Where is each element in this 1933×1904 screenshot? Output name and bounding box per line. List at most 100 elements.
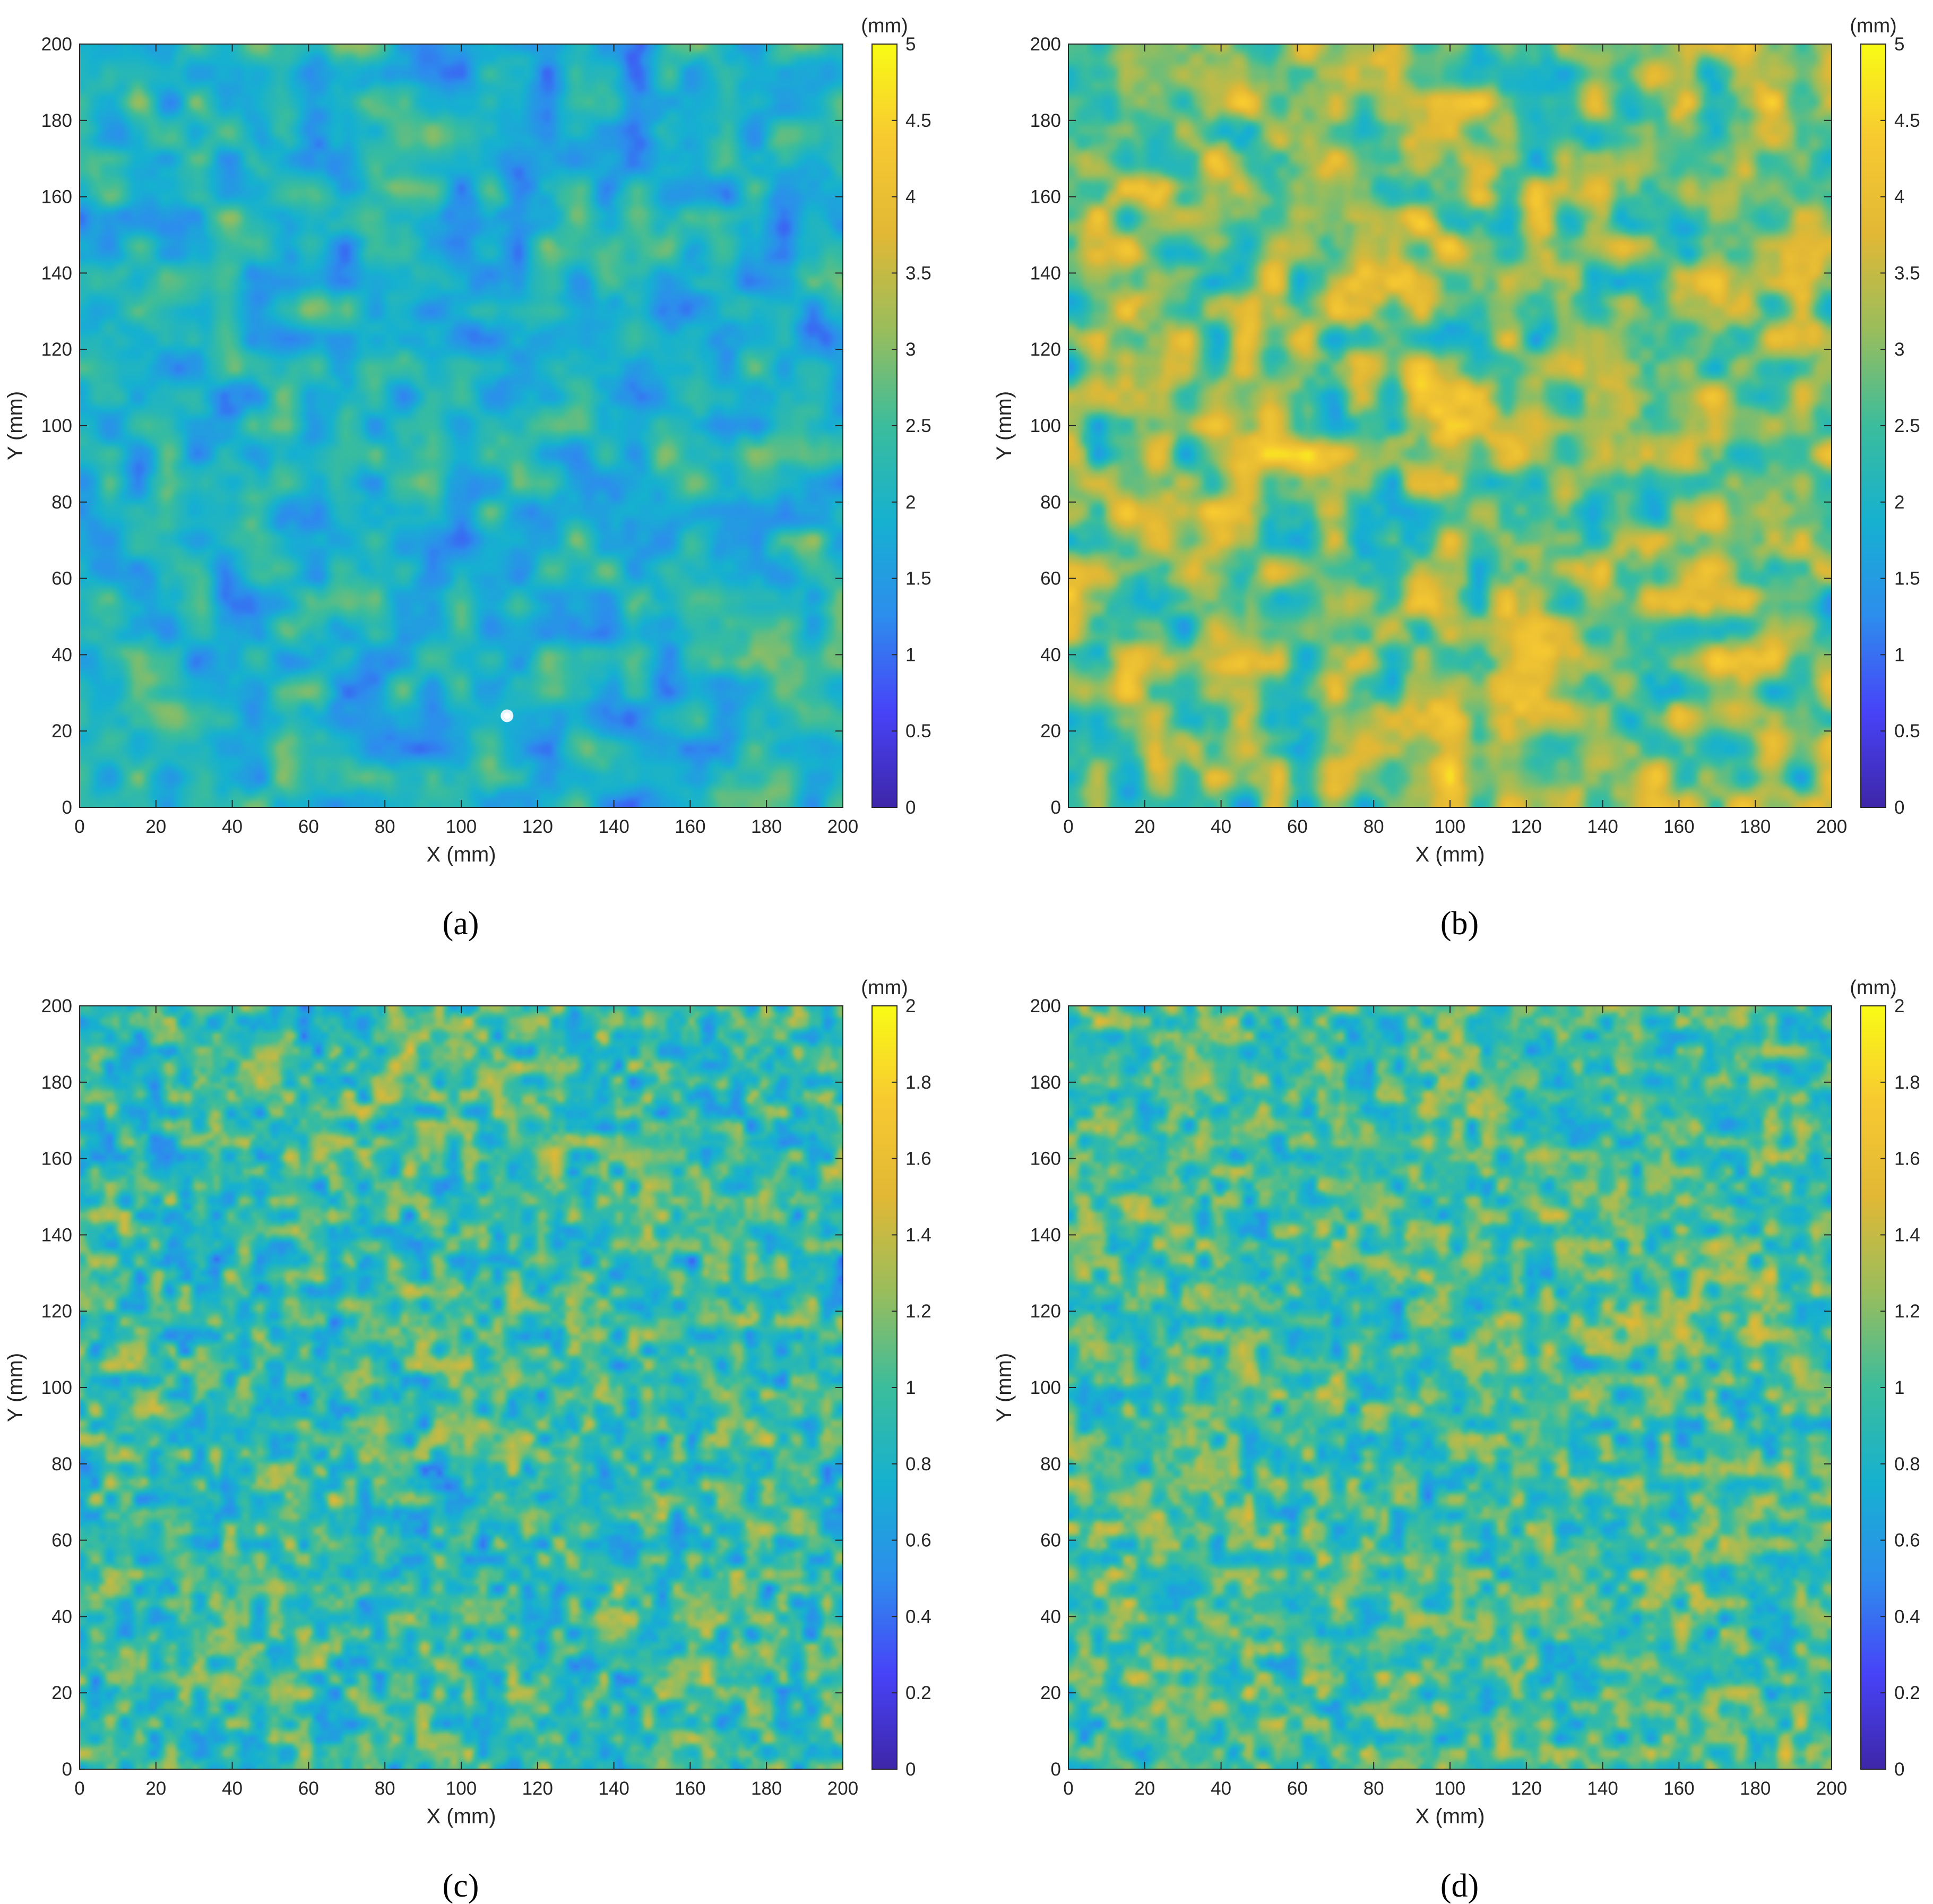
y-tick-label: 160	[41, 1149, 72, 1169]
x-tick-label: 60	[298, 816, 319, 837]
colorbar-tick-label: 2	[1894, 492, 1904, 513]
x-tick-label: 60	[298, 1778, 319, 1799]
y-tick-label: 120	[41, 1301, 72, 1322]
x-tick-label: 180	[1740, 1778, 1771, 1799]
y-tick-label: 0	[1051, 1759, 1061, 1780]
heatmap-image	[1068, 44, 1832, 807]
colorbar-tick-label: 1	[1894, 1377, 1904, 1398]
x-tick-label: 80	[1364, 816, 1384, 837]
x-tick-label: 160	[675, 816, 705, 837]
y-axis-label: Y (mm)	[4, 1353, 27, 1422]
colorbar-tick-label: 3.5	[905, 263, 931, 283]
y-tick-label: 0	[62, 1759, 72, 1780]
y-tick-label: 120	[1030, 339, 1061, 360]
colorbar-tick-label: 0.4	[905, 1606, 931, 1627]
colorbar-tick-label: 1.8	[905, 1072, 931, 1093]
panel-label: (b)	[1440, 906, 1479, 942]
colorbar-tick-label: 4.5	[905, 110, 931, 131]
colorbar-tick-label: 0.8	[905, 1454, 931, 1475]
y-tick-label: 120	[41, 339, 72, 360]
y-tick-label: 80	[51, 1454, 72, 1475]
panel-c: 0 20 40 60 80 100 120 140 160 180 2000204060801001…	[4, 977, 931, 1904]
x-tick-label: 200	[827, 1778, 858, 1799]
x-tick-label: 140	[598, 816, 629, 837]
colorbar-unit-label: (mm)	[861, 977, 908, 999]
colorbar: 0 0.2 0.4 0.6 0.8 1 1.2 1.4 1.6 1.8 2(mm)	[861, 977, 931, 1780]
colorbar-tick-label: 3.5	[1894, 263, 1920, 283]
colorbar-tick-label: 4	[1894, 187, 1904, 208]
y-tick-label: 0	[1051, 797, 1061, 818]
white-spot-core	[504, 712, 511, 719]
colorbar-tick-label: 0	[1894, 1759, 1904, 1780]
x-tick-label: 180	[1740, 816, 1771, 837]
colorbar-tick-label: 0.2	[905, 1683, 931, 1703]
x-tick-label: 120	[1511, 1778, 1542, 1799]
colorbar-tick-label: 0.2	[1894, 1683, 1920, 1703]
y-axis-label: Y (mm)	[993, 391, 1016, 460]
x-tick-label: 100	[446, 816, 477, 837]
x-tick-label: 40	[222, 816, 243, 837]
colorbar-tick-label: 1.4	[905, 1225, 931, 1245]
y-tick-label: 60	[1040, 1530, 1061, 1551]
x-tick-label: 160	[675, 1778, 705, 1799]
x-tick-label: 0	[74, 1778, 84, 1799]
colorbar-tick-label: 1.5	[905, 568, 931, 589]
y-tick-label: 20	[1040, 721, 1061, 742]
y-tick-label: 200	[1030, 996, 1061, 1016]
x-tick-label: 20	[145, 816, 166, 837]
colorbar-tick-label: 0.4	[1894, 1606, 1920, 1627]
x-tick-label: 100	[1435, 1778, 1465, 1799]
x-axis-label: X (mm)	[1415, 843, 1485, 866]
y-tick-label: 160	[1030, 187, 1061, 208]
heatmap-image	[1068, 1006, 1832, 1769]
x-axis-label: X (mm)	[426, 1805, 496, 1828]
panel-d: 0 20 40 60 80 100 120 140 160 180 2000204060801001…	[993, 977, 1920, 1904]
y-tick-label: 200	[1030, 34, 1061, 55]
y-tick-label: 200	[41, 34, 72, 55]
colorbar-unit-label: (mm)	[1850, 15, 1897, 37]
x-tick-label: 80	[375, 816, 395, 837]
y-tick-label: 140	[41, 1225, 72, 1245]
x-tick-label: 80	[1364, 1778, 1384, 1799]
colorbar-tick-label: 1.2	[1894, 1301, 1920, 1322]
panel-label: (c)	[443, 1868, 479, 1904]
colorbar-tick-label: 3	[1894, 339, 1904, 360]
y-tick-label: 40	[51, 644, 72, 665]
y-tick-label: 160	[1030, 1149, 1061, 1169]
x-tick-label: 20	[1134, 816, 1155, 837]
colorbar: 0 0.2 0.4 0.6 0.8 1 1.2 1.4 1.6 1.8 2(mm)	[1850, 977, 1920, 1780]
colorbar-tick-label: 1.5	[1894, 568, 1920, 589]
y-tick-label: 80	[1040, 492, 1061, 513]
x-axis-label: X (mm)	[426, 843, 496, 866]
x-tick-label: 200	[1816, 1778, 1847, 1799]
colorbar-tick-label: 1	[905, 1377, 916, 1398]
y-tick-label: 200	[41, 996, 72, 1016]
colorbar-tick-label: 3	[905, 339, 916, 360]
y-tick-label: 100	[41, 416, 72, 436]
colorbar-tick-label: 0.8	[1894, 1454, 1920, 1475]
colorbar-tick-label: 5	[1894, 34, 1904, 55]
y-tick-label: 40	[51, 1606, 72, 1627]
colorbar-tick-label: 4.5	[1894, 110, 1920, 131]
colorbar-tick-label: 1	[905, 644, 916, 665]
colorbar-tick-label: 2	[1894, 996, 1904, 1016]
colorbar: 0 0.5 1 1.5 2 2.5 3 3.5 4 4.5 5(mm)	[861, 15, 931, 818]
colorbar-tick-label: 0.5	[1894, 721, 1920, 742]
colorbar-tick-label: 2.5	[905, 416, 931, 436]
panel-label: (a)	[443, 906, 479, 942]
y-tick-label: 0	[62, 797, 72, 818]
y-tick-label: 60	[51, 1530, 72, 1551]
x-tick-label: 200	[1816, 816, 1847, 837]
x-tick-label: 40	[1211, 1778, 1231, 1799]
y-tick-label: 80	[1040, 1454, 1061, 1475]
x-tick-label: 140	[1587, 816, 1618, 837]
colorbar-tick-label: 1.4	[1894, 1225, 1920, 1245]
y-tick-label: 180	[1030, 1072, 1061, 1093]
x-tick-label: 120	[522, 1778, 553, 1799]
panel-a: 0 20 40 60 80 100 120 140 160 180 2000204060801001…	[4, 15, 931, 942]
y-tick-label: 120	[1030, 1301, 1061, 1322]
heatmap-image	[80, 44, 843, 807]
y-tick-label: 180	[41, 110, 72, 131]
colorbar-tick-label: 1.2	[905, 1301, 931, 1322]
colorbar-tick-label: 0	[905, 1759, 916, 1780]
